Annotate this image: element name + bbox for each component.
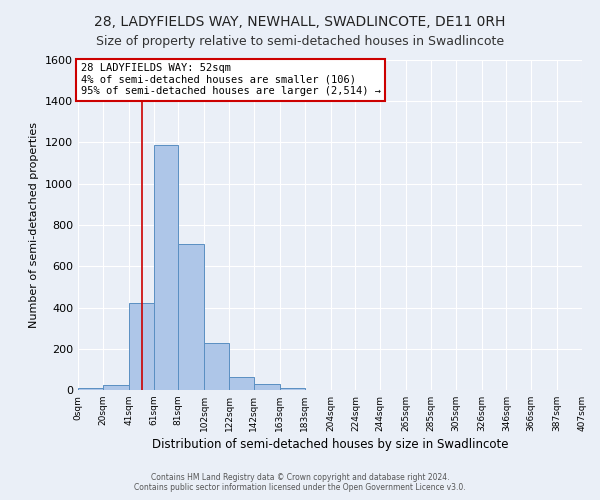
Bar bbox=[78, 388, 103, 390]
Bar bbox=[229, 376, 254, 390]
Bar bbox=[254, 384, 280, 390]
Bar bbox=[103, 385, 129, 390]
Text: 28 LADYFIELDS WAY: 52sqm
4% of semi-detached houses are smaller (106)
95% of sem: 28 LADYFIELDS WAY: 52sqm 4% of semi-deta… bbox=[80, 64, 380, 96]
Bar bbox=[129, 304, 154, 390]
Text: Size of property relative to semi-detached houses in Swadlincote: Size of property relative to semi-detach… bbox=[96, 35, 504, 48]
Bar bbox=[178, 244, 205, 390]
X-axis label: Distribution of semi-detached houses by size in Swadlincote: Distribution of semi-detached houses by … bbox=[152, 438, 508, 451]
Bar bbox=[154, 144, 178, 390]
Bar bbox=[280, 388, 305, 390]
Bar bbox=[205, 342, 229, 390]
Text: 28, LADYFIELDS WAY, NEWHALL, SWADLINCOTE, DE11 0RH: 28, LADYFIELDS WAY, NEWHALL, SWADLINCOTE… bbox=[94, 15, 506, 29]
Y-axis label: Number of semi-detached properties: Number of semi-detached properties bbox=[29, 122, 40, 328]
Text: Contains HM Land Registry data © Crown copyright and database right 2024.
Contai: Contains HM Land Registry data © Crown c… bbox=[134, 473, 466, 492]
